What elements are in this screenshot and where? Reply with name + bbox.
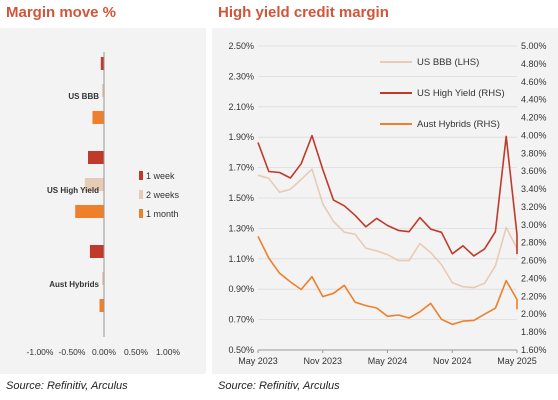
legend-swatch — [139, 209, 143, 218]
y-left-tick-label: 1.70% — [228, 163, 254, 173]
y-right-tick-label: 2.60% — [521, 256, 547, 266]
y-left-tick-label: 1.30% — [228, 223, 254, 233]
x-tick-label: -1.00% — [27, 347, 54, 357]
y-left-tick-label: 2.10% — [228, 102, 254, 112]
x-tick-label: Nov 2024 — [433, 356, 472, 366]
legend-label: 2 weeks — [146, 190, 180, 200]
x-tick-label: -0.50% — [59, 347, 86, 357]
y-right-tick-label: 2.40% — [521, 273, 547, 283]
y-left-tick-label: 0.70% — [228, 315, 254, 325]
y-right-tick-label: 4.00% — [521, 130, 547, 140]
x-tick-label: 0.00% — [92, 347, 117, 357]
y-right-tick-label: 4.20% — [521, 113, 547, 123]
bar-us-bbb-1-month — [92, 111, 104, 124]
left-chart-source: Source: Refinitiv, Arculus — [6, 380, 128, 392]
y-right-tick-label: 3.40% — [521, 184, 547, 194]
y-right-tick-label: 1.80% — [521, 327, 547, 337]
left-chart-title: Margin move % — [6, 4, 117, 21]
category-label: US BBB — [68, 92, 99, 101]
x-tick-label: 1.00% — [156, 347, 181, 357]
y-right-tick-label: 3.80% — [521, 148, 547, 158]
bar-aust-hybrids-1-month — [99, 299, 104, 312]
y-left-tick-label: 2.50% — [228, 41, 254, 51]
legend-label: US High Yield (RHS) — [417, 88, 505, 99]
x-tick-label: May 2024 — [368, 356, 408, 366]
bar-us-bbb-1-week — [100, 57, 104, 70]
y-right-tick-label: 2.20% — [521, 291, 547, 301]
legend-label: US BBB (LHS) — [417, 57, 479, 68]
category-label: Aust Hybrids — [49, 280, 99, 289]
x-tick-label: May 2023 — [238, 356, 278, 366]
x-tick-label: May 2025 — [497, 356, 537, 366]
y-left-tick-label: 1.50% — [228, 193, 254, 203]
series-line-us-bbb-lhs- — [257, 168, 518, 289]
right-chart-source: Source: Refinitiv, Arculus — [218, 380, 340, 392]
y-right-tick-label: 3.20% — [521, 202, 547, 212]
y-right-tick-label: 3.60% — [521, 166, 547, 176]
legend-swatch — [139, 190, 143, 199]
bar-us-high-yield-1-month — [75, 205, 104, 218]
bar-us-high-yield-2-weeks — [84, 178, 104, 191]
y-right-tick-label: 4.80% — [521, 59, 547, 69]
bar-us-high-yield-1-week — [88, 151, 104, 164]
series-line-us-high-yield-rhs- — [257, 134, 518, 257]
bar-aust-hybrids-2-weeks — [102, 272, 104, 285]
y-left-tick-label: 0.50% — [228, 345, 254, 355]
y-right-tick-label: 1.60% — [521, 345, 547, 355]
x-tick-label: 0.50% — [124, 347, 149, 357]
x-tick-label: Nov 2023 — [303, 356, 342, 366]
series-line-aust-hybrids-rhs- — [257, 235, 518, 326]
legend-label: Aust Hybrids (RHS) — [417, 119, 500, 130]
y-left-tick-label: 0.90% — [228, 284, 254, 294]
bar-us-bbb-2-weeks — [102, 84, 104, 97]
legend-label: 1 week — [146, 171, 175, 181]
y-left-tick-label: 2.30% — [228, 71, 254, 81]
y-right-tick-label: 2.00% — [521, 309, 547, 319]
right-chart-title: High yield credit margin — [218, 4, 389, 21]
y-left-tick-label: 1.90% — [228, 132, 254, 142]
margin-move-chart: US BBB US High Yield Aust Hybrids -1.00% -0.… — [27, 52, 181, 357]
y-left-tick-label: 1.10% — [228, 254, 254, 264]
y-right-tick-label: 4.40% — [521, 95, 547, 105]
y-right-tick-label: 2.80% — [521, 238, 547, 248]
bar-aust-hybrids-1-week — [89, 245, 104, 258]
category-label: US High Yield — [47, 186, 99, 195]
y-right-tick-label: 4.60% — [521, 77, 547, 87]
legend-swatch — [139, 171, 143, 180]
y-right-tick-label: 5.00% — [521, 41, 547, 51]
high-yield-margin-chart: 0.50% 0.70% 0.90% 1.10% 1.30% 1.50% 1.70% 1.90%… — [228, 41, 547, 366]
right-chart-background — [212, 28, 558, 374]
legend-label: 1 month — [146, 209, 179, 219]
y-right-tick-label: 3.00% — [521, 220, 547, 230]
